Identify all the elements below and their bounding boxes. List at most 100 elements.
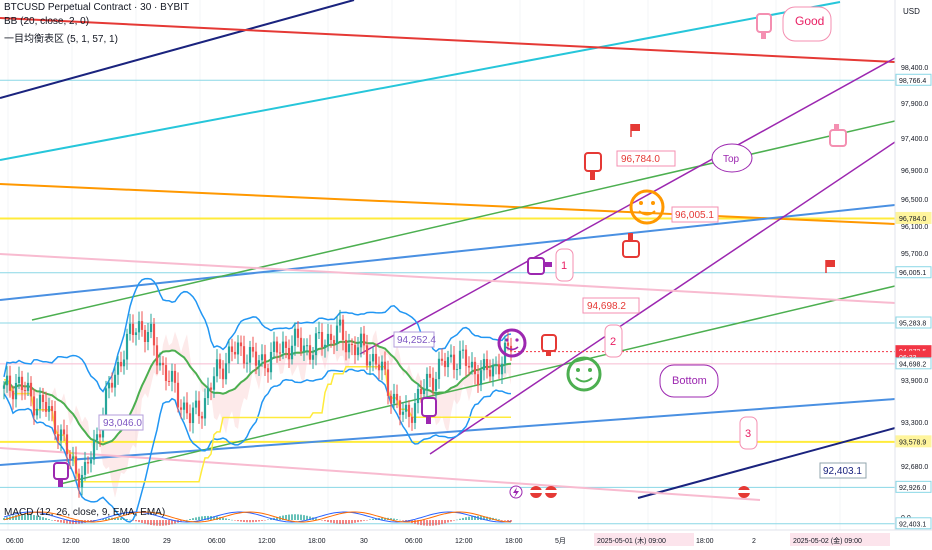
candle-body	[236, 342, 240, 355]
hand-pointing-down-purple-2-icon[interactable]	[53, 462, 69, 487]
candle-body	[395, 393, 399, 401]
candle-body	[494, 364, 498, 366]
bb-indicator-label[interactable]: BB (20, close, 2, 0)	[4, 16, 90, 27]
hand-pointing-down-icon[interactable]	[584, 152, 602, 180]
candle-body	[482, 359, 486, 371]
macd-histogram-bar	[456, 519, 458, 521]
macd-histogram-bar	[354, 520, 356, 523]
callout-93046[interactable]: 93,046.0	[98, 414, 144, 431]
macd-histogram-bar	[336, 520, 338, 524]
red-flag-icon[interactable]	[630, 124, 640, 137]
navy-trendline-upper[interactable]	[0, 0, 355, 99]
hand-pointing-down-purple-icon[interactable]	[421, 397, 437, 424]
macd-histogram-bar	[105, 518, 107, 520]
macd-histogram-bar	[297, 514, 299, 520]
macd-histogram-bar	[129, 519, 131, 521]
macd-histogram-bar	[222, 517, 224, 520]
callout-92403[interactable]: 92,403.1	[819, 462, 867, 479]
macd-histogram-bar	[189, 518, 191, 520]
candle-body	[224, 363, 228, 380]
pink-trendline-upper[interactable]	[0, 253, 896, 304]
macd-histogram-bar	[474, 516, 476, 520]
lightning-event-icon[interactable]	[509, 485, 523, 499]
callout-94698-text: 94,698.2	[587, 301, 626, 312]
callout-96005[interactable]: 96,005.1	[671, 206, 719, 223]
candle-body	[209, 387, 213, 390]
red-trendline[interactable]	[0, 17, 896, 63]
ichimoku-indicator-label[interactable]: 一目均衡表区 (5, 1, 57, 1)	[4, 34, 118, 45]
macd-histogram-bar	[390, 518, 392, 520]
candle-body	[356, 347, 360, 356]
candle-body	[335, 325, 339, 344]
macd-histogram-bar	[87, 520, 89, 523]
smiley-orange-icon[interactable]	[629, 189, 665, 225]
hand-pink-top-icon[interactable]	[756, 13, 772, 39]
blue-trendline-upper[interactable]	[0, 204, 896, 301]
time-tick-label: 18:00	[112, 538, 130, 545]
callout-good[interactable]: Good	[782, 6, 832, 42]
purple-channel-upper[interactable]	[359, 57, 896, 355]
macd-histogram-bar	[252, 520, 254, 523]
macd-histogram-bar	[216, 516, 218, 520]
chart-title[interactable]: BTCUSD Perpetual Contract · 30 · BYBIT	[4, 2, 190, 13]
candle-body	[314, 333, 318, 356]
hand-pointing-left-icon[interactable]	[541, 334, 557, 356]
candle-body	[47, 406, 51, 412]
wave-label-3[interactable]: 3	[739, 416, 758, 450]
macd-histogram-bar	[120, 518, 122, 520]
candle-body	[2, 385, 6, 389]
smiley-purple-icon[interactable]	[497, 328, 527, 358]
callout-94698[interactable]: 94,698.2	[582, 297, 640, 314]
candle-body	[65, 434, 69, 455]
candle-body	[245, 362, 249, 364]
blue-trendline-lower[interactable]	[0, 398, 896, 466]
macd-histogram-bar	[237, 520, 239, 522]
macd-histogram-bar	[432, 520, 434, 526]
candle-body	[11, 390, 15, 400]
candle-body	[107, 382, 111, 389]
macd-histogram-bar	[108, 518, 110, 520]
time-tick-label: 2025-05-01 (木) 09:00	[597, 536, 666, 545]
hand-pointing-right-icon[interactable]	[527, 257, 552, 275]
callout-bottom[interactable]: Bottom	[659, 364, 719, 398]
candle-body	[299, 337, 303, 352]
candle-body	[428, 373, 432, 378]
us-flag-event-icon[interactable]	[530, 486, 542, 498]
macd-histogram-bar	[423, 520, 425, 526]
smiley-green-icon[interactable]	[566, 356, 602, 392]
us-flag-event-2-icon[interactable]	[545, 486, 557, 498]
macd-histogram-bar	[276, 516, 278, 520]
candle-body	[359, 333, 363, 348]
callout-top[interactable]: Top	[711, 143, 753, 173]
us-flag-event-3-icon[interactable]	[738, 486, 750, 498]
candle-body	[248, 347, 252, 363]
red-flag-2-icon[interactable]	[825, 260, 835, 273]
hand-pointing-up-icon[interactable]	[622, 233, 640, 258]
macd-histogram-bar	[114, 517, 116, 520]
time-tick-label: 06:00	[405, 538, 423, 545]
pink-trendline-lower[interactable]	[0, 447, 761, 501]
wave-label-1[interactable]: 1	[555, 248, 574, 282]
navy-trendline-lower[interactable]	[637, 427, 896, 499]
candle-body	[425, 373, 429, 390]
callout-96784[interactable]: 96,784.0	[616, 150, 676, 167]
purple-channel-lower[interactable]	[429, 141, 896, 455]
hand-pink-right-icon[interactable]	[829, 124, 847, 147]
cyan-trendline[interactable]	[0, 1, 841, 161]
candle-body	[197, 400, 201, 417]
macd-histogram-bar	[393, 518, 395, 520]
candle-body	[242, 346, 246, 364]
annotations: 96,784.0 96,005.1 94,698.2 94,252.4 93,0…	[53, 6, 867, 499]
macd-histogram-bar	[33, 515, 35, 520]
macd-indicator-label[interactable]: MACD (12, 26, close, 9, EMA, EMA)	[4, 507, 166, 518]
candle-body	[212, 376, 216, 390]
candle-body	[134, 332, 138, 336]
orange-trendline[interactable]	[0, 183, 896, 225]
wave-label-2[interactable]: 2	[604, 324, 623, 358]
candle-body	[476, 374, 480, 385]
macd-histogram-bar	[267, 519, 269, 520]
macd-histogram-bar	[18, 514, 20, 520]
callout-94252[interactable]: 94,252.4	[393, 331, 436, 348]
callout-93046-text: 93,046.0	[103, 418, 142, 429]
